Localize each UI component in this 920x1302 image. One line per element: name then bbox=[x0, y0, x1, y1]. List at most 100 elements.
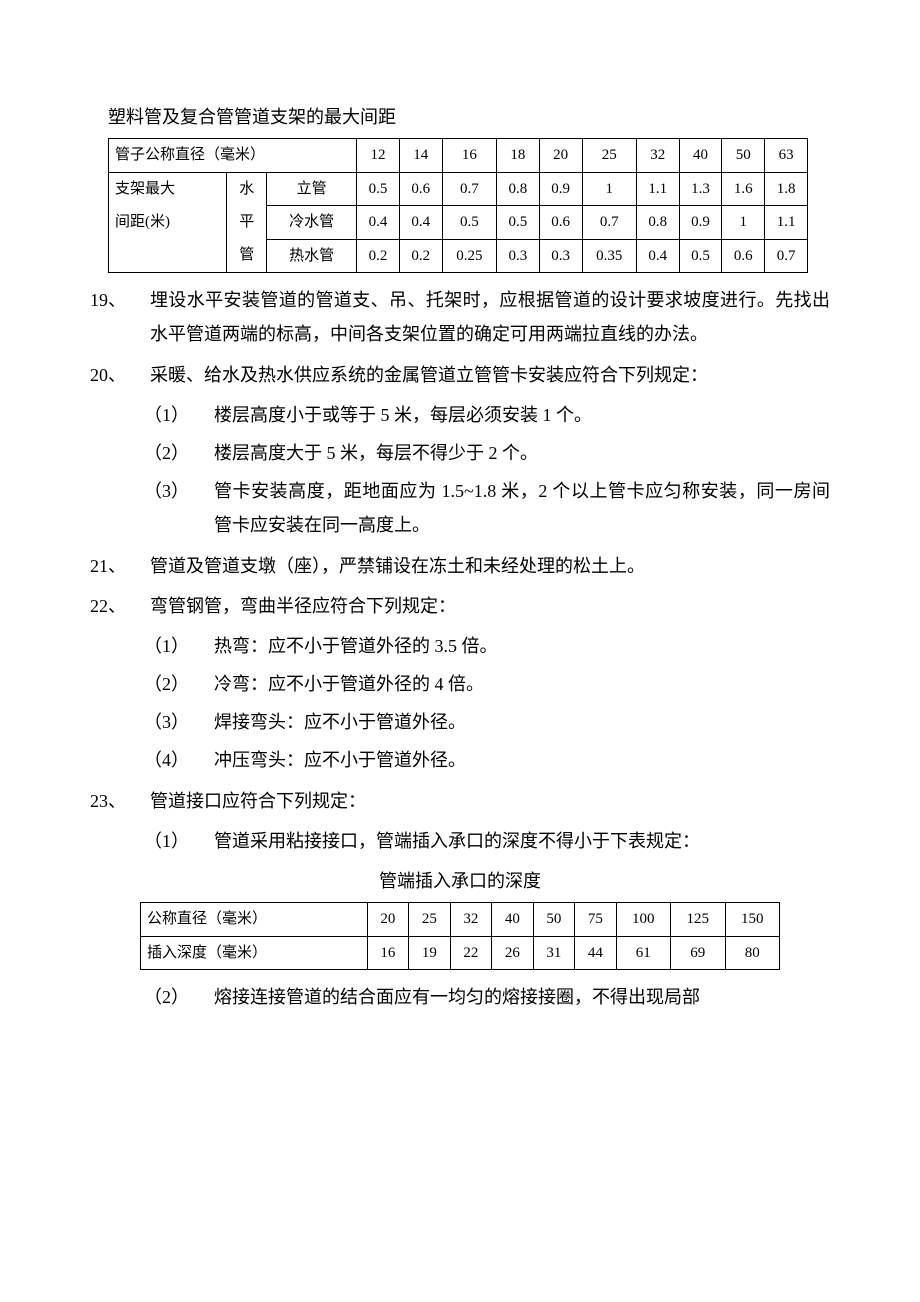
t1-r3-5: 0.35 bbox=[582, 239, 636, 273]
item-22-sub4: （4） 冲压弯头：应不小于管道外径。 bbox=[144, 743, 830, 777]
item-22-sub2-n: （2） bbox=[144, 667, 214, 701]
t1-r2-5: 0.7 bbox=[582, 206, 636, 240]
t2-r2-5: 44 bbox=[575, 936, 617, 970]
t1-r1-5: 1 bbox=[582, 172, 636, 206]
t1-r2-4: 0.6 bbox=[539, 206, 582, 240]
t2-r1-2: 32 bbox=[450, 903, 492, 937]
item-20-sub1: （1） 楼层高度小于或等于 5 米，每层必须安装 1 个。 bbox=[144, 398, 830, 432]
t1-r3-1: 0.2 bbox=[399, 239, 442, 273]
t1-d0: 12 bbox=[357, 139, 400, 173]
t2-r2-4: 31 bbox=[533, 936, 575, 970]
item-20-sub3-n: （3） bbox=[144, 474, 214, 542]
t1-r1-3: 0.8 bbox=[497, 172, 540, 206]
t1-left-b: 间距(米) bbox=[109, 206, 227, 240]
item-23-sub1: （1） 管道采用粘接接口，管端插入承口的深度不得小于下表规定： bbox=[144, 824, 830, 858]
item-22: 22、 弯管钢管，弯曲半径应符合下列规定： bbox=[90, 589, 830, 623]
item-22-sub1: （1） 热弯：应不小于管道外径的 3.5 倍。 bbox=[144, 629, 830, 663]
item-23-sub2-t: 熔接连接管道的结合面应有一均匀的熔接接圈，不得出现局部 bbox=[214, 980, 830, 1014]
t1-r1-6: 1.1 bbox=[636, 172, 679, 206]
t1-r2-7: 0.9 bbox=[679, 206, 722, 240]
item-20-sub2: （2） 楼层高度大于 5 米，每层不得少于 2 个。 bbox=[144, 436, 830, 470]
t2-r2-0: 16 bbox=[367, 936, 409, 970]
item-23-sub2-n: （2） bbox=[144, 980, 214, 1014]
t1-d4: 20 bbox=[539, 139, 582, 173]
item-20-text: 采暖、给水及热水供应系统的金属管道立管管卡安装应符合下列规定： bbox=[150, 358, 830, 392]
table1-title: 塑料管及复合管管道支架的最大间距 bbox=[108, 100, 830, 134]
t1-r2-9: 1.1 bbox=[765, 206, 808, 240]
t1-r3-0: 0.2 bbox=[357, 239, 400, 273]
item-22-sub2: （2） 冷弯：应不小于管道外径的 4 倍。 bbox=[144, 667, 830, 701]
item-20-no: 20、 bbox=[90, 358, 150, 392]
t1-r1-2: 0.7 bbox=[442, 172, 496, 206]
item-19-no: 19、 bbox=[90, 283, 150, 351]
t1-d5: 25 bbox=[582, 139, 636, 173]
t2-r2-6: 61 bbox=[616, 936, 670, 970]
t2-r2-8: 80 bbox=[725, 936, 780, 970]
item-20-sub2-n: （2） bbox=[144, 436, 214, 470]
t1-r1-label: 立管 bbox=[267, 172, 357, 206]
t2-r1-7: 125 bbox=[671, 903, 725, 937]
t1-r3-4: 0.3 bbox=[539, 239, 582, 273]
t2-r1-8: 150 bbox=[725, 903, 780, 937]
t1-r2-0: 0.4 bbox=[357, 206, 400, 240]
t2-r1-6: 100 bbox=[616, 903, 670, 937]
t2-r2-1: 19 bbox=[409, 936, 451, 970]
t2-r1-4: 50 bbox=[533, 903, 575, 937]
item-23-sub1-n: （1） bbox=[144, 824, 214, 858]
item-22-text: 弯管钢管，弯曲半径应符合下列规定： bbox=[150, 589, 830, 623]
t1-r1-8: 1.6 bbox=[722, 172, 765, 206]
table2: 公称直径（毫米） 20 25 32 40 50 75 100 125 150 插… bbox=[140, 902, 780, 970]
t2-r2-7: 69 bbox=[671, 936, 725, 970]
table1: 管子公称直径（毫米） 12 14 16 18 20 25 32 40 50 63… bbox=[108, 138, 808, 273]
item-21-text: 管道及管道支墩（座），严禁铺设在冻土和未经处理的松土上。 bbox=[150, 549, 830, 583]
t1-r1-9: 1.8 bbox=[765, 172, 808, 206]
t1-r1-1: 0.6 bbox=[399, 172, 442, 206]
t1-d8: 50 bbox=[722, 139, 765, 173]
t2-r2-label: 插入深度（毫米） bbox=[141, 936, 368, 970]
t1-r2-label: 冷水管 bbox=[267, 206, 357, 240]
t1-d6: 32 bbox=[636, 139, 679, 173]
item-22-sub1-t: 热弯：应不小于管道外径的 3.5 倍。 bbox=[214, 629, 830, 663]
item-22-sub4-t: 冲压弯头：应不小于管道外径。 bbox=[214, 743, 830, 777]
t1-r2-6: 0.8 bbox=[636, 206, 679, 240]
item-23-sub2: （2） 熔接连接管道的结合面应有一均匀的熔接接圈，不得出现局部 bbox=[144, 980, 830, 1014]
t1-left-a: 支架最大 bbox=[109, 172, 227, 206]
t1-d1: 14 bbox=[399, 139, 442, 173]
item-20-sub2-t: 楼层高度大于 5 米，每层不得少于 2 个。 bbox=[214, 436, 830, 470]
t1-r3-3: 0.3 bbox=[497, 239, 540, 273]
t1-c2-b: 平 bbox=[227, 206, 267, 240]
t1-c2-a: 水 bbox=[227, 172, 267, 206]
t1-r1-7: 1.3 bbox=[679, 172, 722, 206]
item-22-sub1-n: （1） bbox=[144, 629, 214, 663]
t1-r3-7: 0.5 bbox=[679, 239, 722, 273]
item-23-no: 23、 bbox=[90, 784, 150, 818]
t1-r3-9: 0.7 bbox=[765, 239, 808, 273]
t2-r1-3: 40 bbox=[492, 903, 534, 937]
t1-r2-8: 1 bbox=[722, 206, 765, 240]
t2-r2-3: 26 bbox=[492, 936, 534, 970]
item-22-sub3-t: 焊接弯头：应不小于管道外径。 bbox=[214, 705, 830, 739]
item-20-sub1-n: （1） bbox=[144, 398, 214, 432]
item-21-no: 21、 bbox=[90, 549, 150, 583]
item-23: 23、 管道接口应符合下列规定： bbox=[90, 784, 830, 818]
t1-left-blank bbox=[109, 239, 227, 273]
item-20-sub3: （3） 管卡安装高度，距地面应为 1.5~1.8 米，2 个以上管卡应匀称安装，… bbox=[144, 474, 830, 542]
item-22-sub2-t: 冷弯：应不小于管道外径的 4 倍。 bbox=[214, 667, 830, 701]
t1-d2: 16 bbox=[442, 139, 496, 173]
t2-r2-2: 22 bbox=[450, 936, 492, 970]
t1-r2-1: 0.4 bbox=[399, 206, 442, 240]
t1-r3-6: 0.4 bbox=[636, 239, 679, 273]
item-23-sub1-t: 管道采用粘接接口，管端插入承口的深度不得小于下表规定： bbox=[214, 824, 830, 858]
item-19-text: 埋设水平安装管道的管道支、吊、托架时，应根据管道的设计要求坡度进行。先找出水平管… bbox=[150, 283, 830, 351]
table2-title: 管端插入承口的深度 bbox=[90, 864, 830, 898]
item-19: 19、 埋设水平安装管道的管道支、吊、托架时，应根据管道的设计要求坡度进行。先找… bbox=[90, 283, 830, 351]
item-20-sub3-t: 管卡安装高度，距地面应为 1.5~1.8 米，2 个以上管卡应匀称安装，同一房间… bbox=[214, 474, 830, 542]
item-22-no: 22、 bbox=[90, 589, 150, 623]
t2-r1-label: 公称直径（毫米） bbox=[141, 903, 368, 937]
t1-r3-8: 0.6 bbox=[722, 239, 765, 273]
t1-c2-c: 管 bbox=[227, 239, 267, 273]
t2-r1-5: 75 bbox=[575, 903, 617, 937]
t1-d9: 63 bbox=[765, 139, 808, 173]
t2-r1-1: 25 bbox=[409, 903, 451, 937]
t1-d7: 40 bbox=[679, 139, 722, 173]
